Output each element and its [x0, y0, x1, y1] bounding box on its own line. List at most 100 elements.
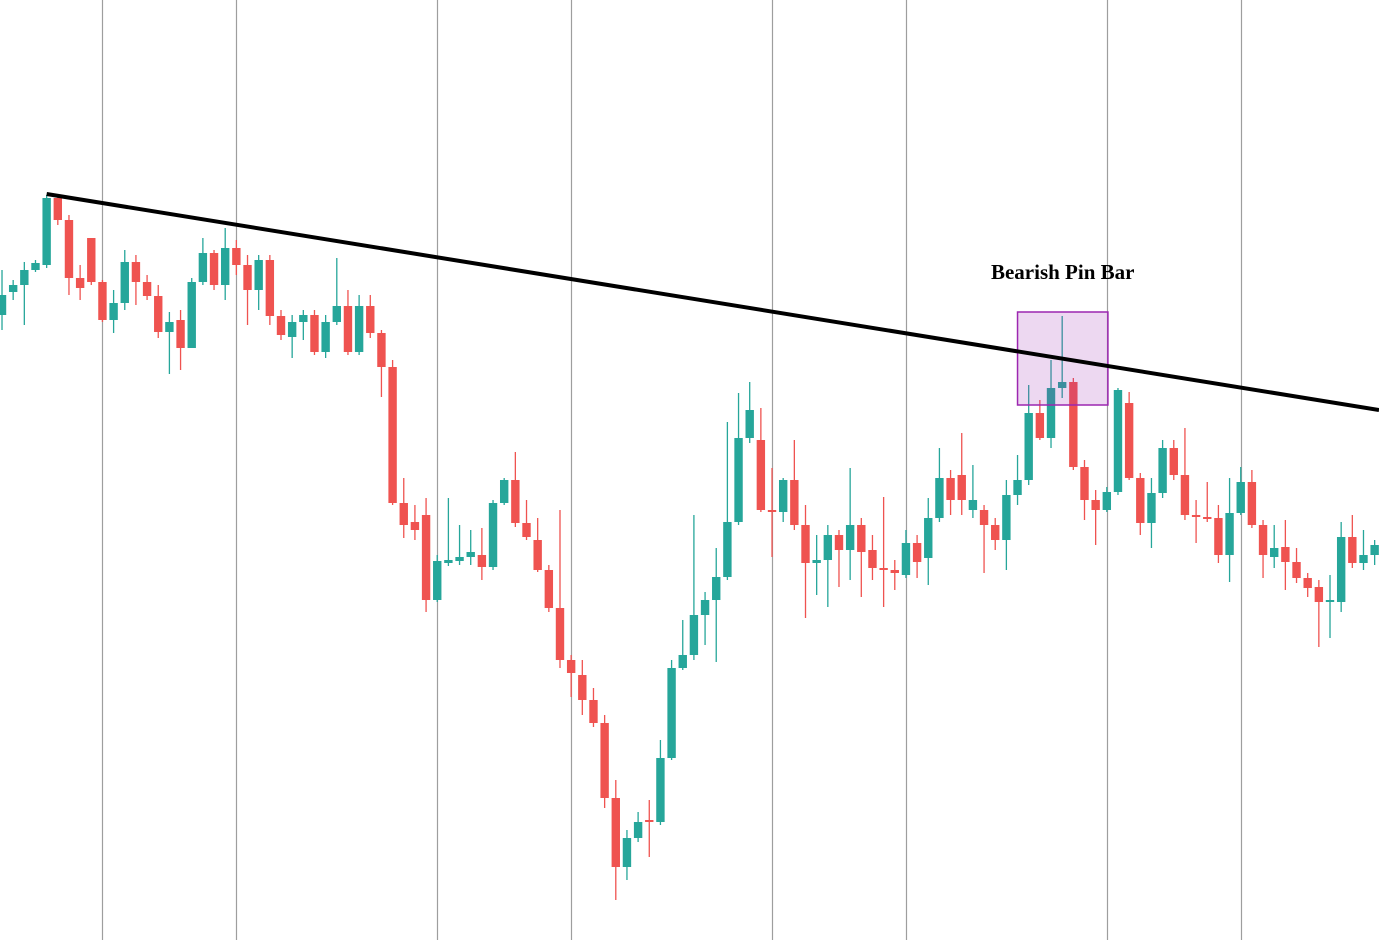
candle-body: [1225, 513, 1234, 555]
candle-body: [778, 480, 788, 512]
candle-body: [611, 798, 620, 867]
candle-body: [243, 265, 252, 290]
candle-body: [1102, 492, 1112, 510]
candle-body: [488, 503, 498, 567]
candle-body: [656, 758, 665, 822]
candle-body: [1035, 413, 1045, 438]
candle-body: [1080, 467, 1089, 500]
candle-body: [310, 315, 319, 352]
candle-body: [968, 500, 978, 510]
candle-body: [522, 523, 531, 537]
candle-body: [1325, 600, 1335, 602]
candle-body: [8, 285, 18, 292]
candle-body: [444, 560, 453, 563]
candle-body: [343, 306, 353, 352]
candle-body: [700, 600, 710, 615]
candle-body: [109, 303, 118, 320]
candle-body: [823, 535, 833, 560]
candle-body: [176, 320, 185, 348]
candle-body: [1303, 578, 1312, 588]
candle-body: [1236, 482, 1245, 513]
candle-body: [75, 278, 85, 288]
candle-body: [120, 262, 129, 303]
candle-body: [64, 220, 74, 278]
candle-body: [366, 306, 375, 333]
candle-body: [1247, 482, 1257, 525]
candle-body: [946, 478, 955, 500]
candle-body: [287, 322, 297, 337]
candle-body: [165, 322, 174, 332]
candle-body: [20, 270, 29, 285]
candle-body: [455, 557, 464, 561]
candle-body: [756, 440, 766, 510]
candle-body: [857, 525, 866, 552]
candle-body: [1348, 537, 1357, 563]
candle-body: [1057, 382, 1067, 388]
candle-body: [1336, 537, 1346, 602]
candle-body: [1359, 555, 1368, 563]
candle-body: [890, 570, 899, 573]
candle-body: [209, 253, 219, 285]
candle-body: [1002, 495, 1011, 540]
candle-body: [433, 561, 442, 600]
candle-body: [924, 518, 933, 558]
candle-body: [935, 478, 944, 518]
candle-body: [254, 260, 263, 290]
candle-body: [812, 560, 821, 563]
candle-body: [142, 282, 152, 296]
candle-body: [845, 525, 855, 550]
candle-body: [678, 655, 687, 668]
candle-body: [879, 568, 888, 570]
candle-body: [578, 675, 587, 700]
candle-body: [499, 480, 509, 503]
candle-body: [834, 535, 844, 550]
candle-body: [1203, 517, 1212, 519]
candle-body: [1292, 562, 1301, 578]
candle-body: [154, 296, 163, 332]
candle-body: [1147, 493, 1156, 523]
candle-body: [622, 838, 632, 867]
candle-body: [555, 608, 565, 660]
candle-body: [388, 367, 397, 503]
candle-body: [645, 820, 654, 822]
candle-body: [399, 503, 408, 525]
candle-body: [410, 522, 420, 530]
candle-body: [734, 438, 743, 522]
candle-body: [1191, 515, 1201, 517]
candle-body: [1258, 525, 1268, 555]
candle-body: [0, 295, 7, 315]
candle-body: [187, 282, 196, 348]
candle-body: [232, 248, 241, 265]
candle-body: [712, 577, 721, 600]
candle-body: [912, 543, 922, 562]
candle-body: [1370, 545, 1379, 555]
candle-body: [421, 515, 431, 600]
candle-body: [354, 306, 364, 352]
candle-body: [98, 282, 107, 320]
candle-body: [1281, 547, 1290, 562]
candle-body: [723, 522, 732, 577]
candle-body: [265, 260, 275, 316]
candle-body: [53, 198, 63, 220]
candle-body: [1136, 478, 1145, 523]
candle-body: [321, 322, 330, 352]
candle-body: [477, 555, 487, 567]
candle-body: [299, 315, 308, 322]
candle-body: [1013, 480, 1022, 495]
candle-body: [566, 660, 576, 673]
candle-body: [1314, 587, 1324, 602]
candle-body: [790, 480, 799, 525]
candle-body: [544, 570, 554, 608]
candle-body: [689, 615, 699, 655]
candle-body: [979, 510, 989, 525]
candle-body: [667, 668, 676, 758]
candle-body: [767, 510, 777, 512]
candle-body: [1024, 413, 1033, 480]
candle-body: [868, 550, 877, 568]
candle-body: [221, 248, 230, 285]
candle-body: [991, 525, 1000, 540]
candle-body: [511, 480, 520, 523]
candle-body: [31, 263, 40, 270]
